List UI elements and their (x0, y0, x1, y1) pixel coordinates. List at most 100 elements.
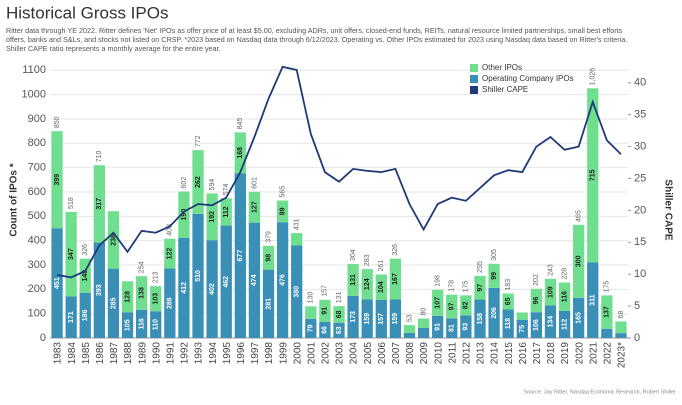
bar-segment (164, 268, 176, 338)
segment-label: 158 (477, 313, 484, 325)
segment-label: 66 (322, 326, 329, 334)
total-label: 131 (336, 291, 343, 303)
segment-label: 159 (392, 313, 399, 325)
y-tick-label: 700 (28, 162, 46, 174)
x-tick-label: 2001 (306, 342, 317, 365)
total-label: 379 (265, 231, 272, 243)
total-label: 845 (237, 118, 244, 130)
total-label: 326 (392, 244, 399, 256)
y-tick-label: 1000 (22, 89, 46, 101)
segment-label: 347 (68, 248, 75, 260)
subtitle: Ritter data through YE 2022. Ritter defi… (6, 26, 623, 35)
segment-label: 68 (336, 310, 343, 318)
segment-label: 715 (590, 169, 597, 181)
x-tick-label: 2009 (419, 342, 430, 365)
bar-segment (121, 312, 134, 338)
segment-label: 97 (449, 302, 456, 310)
total-label: 305 (491, 249, 498, 261)
bar-segment (530, 312, 543, 338)
segment-label: 99 (491, 272, 498, 280)
total-label: 408 (167, 224, 174, 236)
bar-segment (558, 282, 571, 311)
source: Source: Jay Ritter, Nasdaq Economic Rese… (523, 389, 676, 395)
segment-label: 109 (547, 286, 554, 298)
bar-segment (51, 131, 63, 229)
bar-segment (516, 319, 528, 338)
x-tick-label: 2004 (349, 342, 360, 365)
bar-segment (164, 238, 176, 269)
bar-segment (234, 173, 246, 338)
bar-segment (403, 325, 416, 333)
total-label: 574 (223, 184, 230, 196)
x-tick-label: 2010 (433, 342, 444, 365)
segment-label: 105 (124, 319, 131, 331)
segment-label: 168 (237, 147, 244, 159)
subtitle: Shiller CAPE ratio represents a monthly … (6, 44, 221, 53)
segment-label: 281 (265, 298, 272, 310)
segment-label: 112 (223, 206, 230, 217)
x-tick-label: 2013 (476, 342, 487, 365)
segment-label: 110 (153, 319, 160, 330)
y-tick-label: 400 (28, 235, 46, 247)
y2-tick-label: 15 (634, 236, 646, 248)
y2-tick-label: 5 (634, 300, 640, 312)
segment-label: 96 (533, 297, 540, 305)
bar-segment (446, 294, 458, 319)
total-label: 326 (82, 244, 89, 256)
legend-label: Other IPOs (482, 63, 522, 72)
segment-label: 462 (223, 276, 230, 288)
total-label: 254 (138, 261, 145, 273)
x-tick-label: 2021 (588, 342, 599, 365)
segment-label: 285 (110, 297, 117, 309)
bar-segment (502, 309, 514, 338)
segment-label: 81 (449, 324, 456, 332)
bar-segment (474, 299, 486, 338)
bar-segment (587, 262, 599, 338)
total-label: 255 (477, 261, 484, 273)
bar-segment (460, 295, 472, 316)
y2-tick-label: 30 (634, 140, 646, 152)
y-tick-label: 100 (28, 308, 46, 320)
bar-segment (65, 211, 77, 297)
bar-segment (615, 321, 627, 334)
segment-label: 677 (237, 250, 244, 262)
bar-segment (474, 275, 486, 300)
bar-segment (79, 258, 91, 293)
bar-segment (192, 213, 204, 338)
segment-label: 165 (576, 312, 583, 324)
bar-segment (178, 237, 190, 338)
bar-segment (93, 242, 105, 338)
bar-segment (121, 281, 134, 313)
total-label: 175 (463, 281, 470, 293)
bar-segment (488, 263, 500, 288)
segment-label: 103 (153, 293, 160, 305)
bar-segment (135, 309, 148, 338)
total-label: 80 (420, 308, 427, 316)
segment-label: 118 (505, 318, 512, 329)
bar-segment (573, 224, 585, 298)
segment-label: 399 (54, 174, 61, 186)
segment-label: 300 (576, 255, 583, 267)
total-label: 130 (308, 292, 315, 304)
bar-segment (573, 297, 585, 338)
segment-label: 451 (54, 277, 61, 289)
y-tick-label: 0 (40, 332, 46, 344)
bar-segment (276, 222, 289, 338)
bar-segment (291, 245, 303, 338)
x-tick-label: 1995 (222, 342, 233, 365)
y-tick-label: 300 (28, 259, 46, 271)
bar-segment (389, 299, 402, 338)
total-label: 710 (96, 150, 103, 162)
segment-label: 138 (138, 287, 145, 299)
segment-label: 137 (604, 306, 611, 318)
legend-swatch (470, 86, 478, 94)
segment-label: 311 (590, 294, 597, 305)
bar-segment (150, 286, 162, 312)
bar-segment (333, 322, 345, 338)
segment-label: 140 (82, 270, 89, 282)
subtitle: offers, banks and S&Ls, and stocks not l… (6, 35, 627, 44)
y-axis-label: Count of IPOs * (9, 163, 20, 236)
bar-segment (220, 225, 232, 338)
bar-segment (192, 150, 204, 214)
